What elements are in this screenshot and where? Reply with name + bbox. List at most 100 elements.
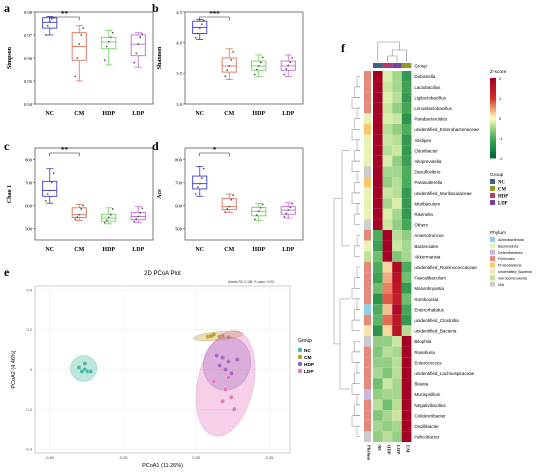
data-point bbox=[198, 27, 201, 29]
heatmap-cell bbox=[373, 304, 383, 315]
heatmap-cell bbox=[401, 336, 412, 347]
box-NC bbox=[42, 16, 58, 36]
x-tick-label: 0.25 bbox=[266, 455, 275, 460]
phylum-legend-label: N/A bbox=[498, 283, 505, 287]
plot-title: 2D PCoA Plot bbox=[144, 271, 181, 277]
heatmap-cell bbox=[401, 113, 412, 124]
heatmap-cell bbox=[382, 92, 393, 103]
data-point bbox=[226, 359, 231, 364]
group-bar-cell bbox=[382, 63, 393, 68]
heatmap-cell bbox=[401, 420, 412, 432]
row-label: Lactobacillus bbox=[414, 85, 441, 90]
data-point bbox=[105, 219, 108, 222]
heatmap-cell bbox=[392, 431, 402, 442]
phylum-bar-cell bbox=[364, 357, 371, 368]
data-point bbox=[109, 36, 112, 39]
box-LDP bbox=[280, 54, 296, 77]
row-label: unidentified_Lachnospiraceae bbox=[414, 371, 474, 376]
data-point bbox=[231, 406, 237, 412]
data-point bbox=[44, 34, 47, 36]
phylum-bar-cell bbox=[364, 155, 371, 167]
y-axis-label: Simpson bbox=[7, 46, 13, 69]
box-NC bbox=[192, 18, 208, 40]
data-point bbox=[46, 193, 49, 195]
heatmap-cell bbox=[392, 399, 402, 411]
plot-frame bbox=[184, 147, 304, 241]
data-point bbox=[217, 363, 223, 368]
row-label: unidentified_Muribaculaceae bbox=[414, 191, 472, 196]
heatmap-cell bbox=[373, 198, 383, 209]
data-point bbox=[228, 65, 231, 67]
x-tick-label: CM bbox=[74, 247, 84, 253]
heatmap-cell bbox=[401, 272, 412, 283]
data-point bbox=[74, 218, 77, 221]
data-point bbox=[253, 218, 256, 221]
zscore-gradient-step bbox=[490, 104, 496, 107]
heatmap-cell bbox=[392, 240, 402, 252]
row-label: unidentified_Clostridia bbox=[414, 318, 459, 323]
zscore-gradient-step bbox=[490, 132, 496, 135]
data-point bbox=[291, 57, 294, 59]
heatmap-cell bbox=[382, 124, 393, 135]
data-point bbox=[50, 181, 53, 184]
data-point bbox=[141, 32, 144, 35]
phylum-bar-cell bbox=[364, 420, 371, 432]
heatmap-cell bbox=[392, 420, 402, 432]
heatmap-cell bbox=[401, 314, 412, 326]
heatmap-cell bbox=[392, 124, 402, 135]
phylum-bar-cell bbox=[364, 198, 371, 209]
data-point bbox=[194, 193, 197, 195]
phylum-legend-label: Firmicutes bbox=[498, 257, 515, 261]
y-tick-label: 500 bbox=[175, 226, 183, 231]
heatmap-cell bbox=[382, 420, 393, 432]
data-point bbox=[214, 353, 220, 358]
x-tick-label: NC bbox=[195, 111, 204, 117]
heatmap-cell bbox=[382, 155, 393, 167]
y-tick-label: 0.98 bbox=[24, 10, 33, 15]
data-point bbox=[208, 333, 214, 339]
phylum-bar-cell bbox=[364, 336, 371, 347]
heatmap-cell bbox=[392, 410, 402, 421]
zscore-gradient-step bbox=[490, 136, 496, 139]
heatmap-cell bbox=[382, 410, 393, 421]
data-point bbox=[226, 375, 231, 380]
data-point bbox=[111, 208, 114, 210]
zscore-gradient-step bbox=[490, 84, 496, 87]
heatmap-cell bbox=[401, 304, 412, 315]
data-point bbox=[261, 56, 264, 59]
data-point bbox=[224, 75, 227, 78]
data-point bbox=[285, 68, 288, 70]
heatmap-cell bbox=[382, 219, 393, 230]
data-point bbox=[50, 18, 53, 20]
data-point bbox=[289, 61, 292, 64]
data-point bbox=[88, 369, 94, 374]
data-point bbox=[229, 394, 234, 400]
row-label: Ligilactobacillus bbox=[414, 95, 446, 100]
group-legend-swatch bbox=[490, 200, 495, 205]
legend-marker bbox=[297, 354, 303, 360]
heatmap-cell bbox=[401, 431, 412, 442]
heatmap-cell bbox=[382, 399, 393, 411]
data-point bbox=[220, 355, 225, 360]
y-tick-label: 0.97 bbox=[24, 33, 33, 38]
heatmap-cell bbox=[373, 346, 383, 358]
row-label: Parasutterella bbox=[414, 180, 442, 185]
group-legend-swatch bbox=[490, 193, 495, 198]
heatmap-cell bbox=[401, 219, 412, 230]
heatmap-cell bbox=[373, 134, 383, 146]
heatmap-cell bbox=[382, 187, 393, 199]
heatmap-cell bbox=[373, 293, 383, 305]
legend-marker bbox=[297, 368, 303, 374]
x-tick-label: CM bbox=[224, 247, 234, 253]
heatmap-cell bbox=[401, 240, 412, 252]
heatmap-cell bbox=[382, 357, 393, 368]
heatmap-cell bbox=[401, 283, 412, 294]
box-HDP bbox=[101, 207, 117, 225]
zscore-gradient-step bbox=[490, 106, 496, 109]
panel-letter: c bbox=[4, 139, 10, 153]
heatmap-cell bbox=[401, 293, 412, 305]
heatmap-cell bbox=[401, 177, 412, 188]
x-tick-label: LDP bbox=[282, 247, 294, 253]
zscore-gradient-step bbox=[490, 78, 496, 81]
zscore-tick-label: 1 bbox=[499, 96, 502, 101]
